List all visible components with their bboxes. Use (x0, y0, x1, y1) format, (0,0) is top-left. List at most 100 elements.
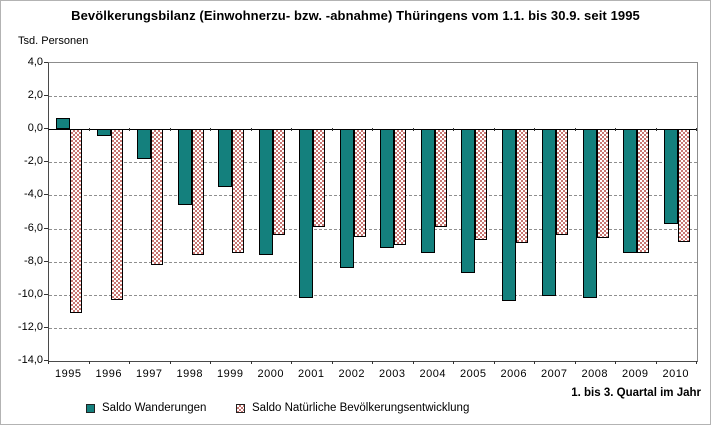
y-tick-mark (44, 128, 48, 130)
y-tick-mark (44, 293, 48, 295)
x-tick-label-1999: 1999 (217, 368, 244, 380)
gridline (49, 195, 697, 197)
y-tick-mark (44, 194, 48, 196)
y-tick-label: 4,0 (27, 56, 43, 68)
y-tick-mark (44, 326, 48, 328)
y-tick-mark (44, 227, 48, 229)
legend: Saldo Wanderungen Saldo Natürliche Bevöl… (1, 402, 710, 418)
x-tick-mark-bottom (574, 361, 576, 364)
y-tick-mark (44, 161, 48, 163)
bar-saldo-natuerliche-1996 (110, 129, 123, 300)
x-tick-label-2001: 2001 (298, 368, 325, 380)
chart-title: Bevölkerungsbilanz (Einwohnerzu- bzw. -a… (71, 8, 640, 23)
y-axis-title: Tsd. Personen (18, 35, 89, 47)
bar-saldo-wanderungen-2007 (542, 129, 556, 297)
x-tick-label-2003: 2003 (379, 368, 406, 380)
x-tick-mark-bottom (412, 361, 414, 364)
bar-saldo-wanderungen-1996 (96, 129, 111, 136)
x-tick-mark-bottom (655, 361, 657, 364)
plot-area (48, 62, 698, 362)
y-tick-label: -12,0 (17, 320, 43, 333)
x-tick-mark-zero (493, 128, 495, 132)
x-tick-label-2009: 2009 (622, 368, 649, 380)
y-tick-label: 2,0 (27, 89, 43, 102)
bar-saldo-wanderungen-2010 (663, 129, 678, 224)
x-tick-mark-bottom (291, 361, 292, 364)
x-tick-mark-zero (210, 128, 211, 132)
y-tick-mark (44, 95, 48, 97)
x-tick-mark-bottom (534, 361, 535, 364)
x-tick-mark-zero (453, 128, 454, 132)
y-tick-mark (44, 360, 48, 361)
x-tick-mark-bottom (250, 361, 252, 364)
y-tick-label: -6,0 (24, 221, 43, 234)
x-tick-mark-zero (48, 128, 49, 132)
x-tick-mark-bottom (210, 361, 211, 364)
x-tick-mark-bottom (453, 361, 454, 364)
legend-label-saldo-natuerliche: Saldo Natürliche Bevölkerungsentwicklung (252, 402, 470, 414)
bar-saldo-natuerliche-1997 (151, 129, 163, 265)
bar-saldo-natuerliche-1995 (70, 129, 82, 313)
gridline (49, 327, 697, 329)
y-tick-label: -14,0 (17, 354, 43, 366)
x-tick-label-2010: 2010 (662, 368, 689, 380)
bar-saldo-wanderungen-1997 (137, 129, 151, 160)
x-tick-mark-zero (129, 128, 130, 132)
x-tick-label-1995: 1995 (55, 368, 82, 380)
bar-saldo-natuerliche-1998 (191, 129, 204, 256)
y-tick-label: 0,0 (27, 122, 43, 135)
bar-saldo-wanderungen-2009 (623, 129, 637, 254)
bar-saldo-wanderungen-2001 (299, 129, 313, 299)
x-tick-label-2000: 2000 (257, 368, 284, 380)
bar-saldo-natuerliche-2000 (272, 129, 285, 236)
x-tick-mark-zero (412, 128, 414, 132)
zero-axis-line (49, 129, 697, 131)
bar-saldo-wanderungen-2003 (380, 129, 394, 249)
bar-saldo-natuerliche-2010 (677, 129, 690, 242)
y-tick-mark (44, 62, 48, 63)
x-tick-mark-zero (169, 128, 171, 132)
x-tick-mark-zero (655, 128, 657, 132)
y-tick-label: -4,0 (24, 188, 43, 201)
bar-saldo-natuerliche-2006 (515, 129, 528, 244)
bar-saldo-natuerliche-2001 (313, 129, 325, 227)
x-tick-mark-bottom (169, 361, 171, 364)
bar-saldo-wanderungen-1999 (218, 129, 232, 188)
bar-saldo-natuerliche-2004 (434, 129, 447, 227)
x-tick-mark-bottom (696, 361, 697, 364)
x-tick-mark-bottom (88, 361, 90, 364)
legend-item-saldo-wanderungen: Saldo Wanderungen (86, 402, 206, 414)
x-tick-label-2007: 2007 (541, 368, 568, 380)
y-tick-mark (44, 260, 48, 262)
bar-saldo-natuerliche-2005 (475, 129, 487, 241)
x-tick-mark-zero (372, 128, 373, 132)
x-tick-label-1997: 1997 (136, 368, 163, 380)
footnote: 1. bis 3. Quartal im Jahr (571, 387, 701, 399)
x-tick-label-1998: 1998 (176, 368, 203, 380)
x-tick-label-2006: 2006 (500, 368, 527, 380)
x-tick-label-2005: 2005 (460, 368, 487, 380)
x-tick-mark-zero (331, 128, 333, 132)
gridline (49, 261, 697, 263)
bar-saldo-wanderungen-2002 (339, 129, 354, 269)
x-tick-mark-zero (615, 128, 616, 132)
x-tick-mark-zero (574, 128, 576, 132)
gridline (49, 228, 697, 230)
x-tick-label-1996: 1996 (95, 368, 122, 380)
bar-saldo-wanderungen-2004 (420, 129, 435, 254)
legend-item-saldo-natuerliche: Saldo Natürliche Bevölkerungsentwicklung (236, 402, 469, 414)
x-tick-mark-bottom (493, 361, 495, 364)
x-tick-mark-bottom (129, 361, 130, 364)
bar-saldo-wanderungen-2006 (501, 129, 516, 302)
legend-swatch-checkered (236, 403, 245, 413)
x-tick-label-2004: 2004 (419, 368, 446, 380)
x-tick-mark-bottom (372, 361, 373, 364)
bar-saldo-natuerliche-2002 (353, 129, 366, 237)
bar-saldo-wanderungen-2000 (258, 129, 273, 256)
y-tick-label: -8,0 (24, 254, 43, 267)
x-tick-mark-zero (88, 128, 90, 132)
gridline (49, 162, 697, 164)
bar-saldo-wanderungen-2008 (582, 129, 597, 299)
x-tick-mark-bottom (48, 361, 49, 364)
